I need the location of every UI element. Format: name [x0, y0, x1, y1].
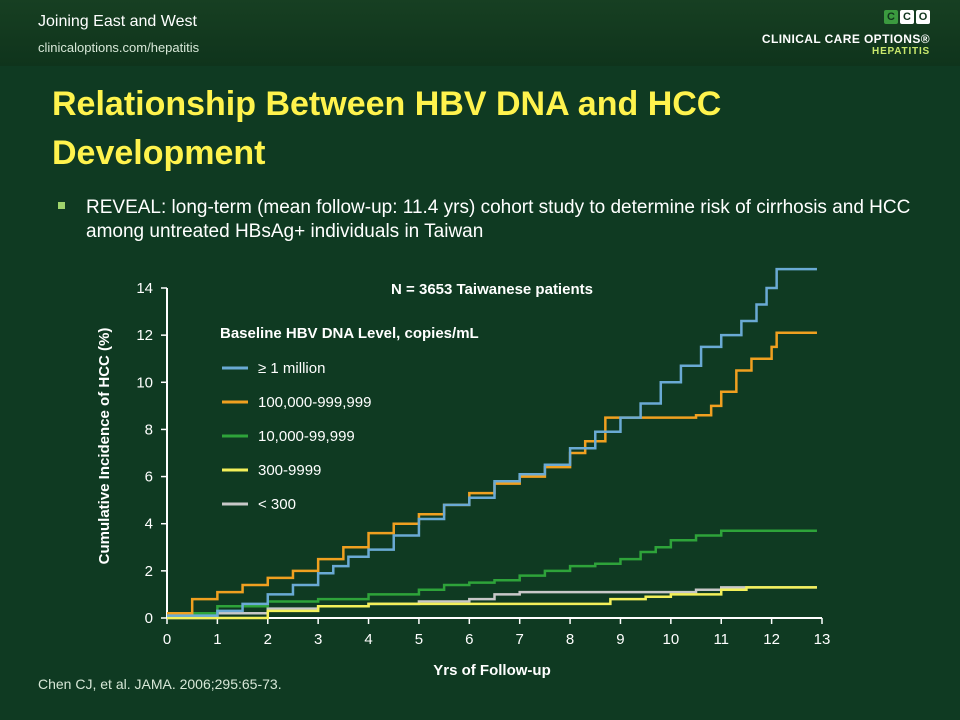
y-tick-label: 0	[145, 610, 153, 627]
citation: Chen CJ, et al. JAMA. 2006;295:65-73.	[38, 676, 282, 692]
x-tick-label: 8	[566, 631, 574, 648]
x-tick-label: 6	[465, 631, 473, 648]
logo-letter-2: C	[900, 10, 914, 24]
y-tick-label: 8	[145, 421, 153, 438]
brand-logo: C C O CLINICAL CARE OPTIONS® HEPATITIS	[760, 10, 930, 60]
x-tick-label: 11	[713, 631, 729, 648]
legend-label: ≥ 1 million	[258, 360, 325, 377]
x-tick-label: 0	[163, 631, 171, 648]
legend-label: 300-9999	[258, 462, 321, 479]
legend-label: < 300	[258, 496, 296, 513]
legend-label: 10,000-99,999	[258, 428, 355, 445]
slide-title: Relationship Between HBV DNA and HCC Dev…	[52, 85, 722, 172]
series-line	[167, 586, 817, 620]
y-tick-label: 2	[145, 563, 153, 580]
y-axis-title: Cumulative Incidence of HCC (%)	[96, 328, 113, 565]
y-tick-label: 12	[136, 327, 153, 344]
y-tick-label: 10	[136, 374, 153, 391]
x-tick-label: 12	[763, 631, 780, 648]
series-line	[167, 529, 817, 615]
y-tick-label: 4	[145, 516, 153, 533]
header-title: Joining East and West	[38, 13, 197, 30]
x-tick-label: 5	[415, 631, 423, 648]
bullet-text: REVEAL: long-term (mean follow-up: 11.4 …	[86, 197, 911, 242]
legend-label: 100,000-999,999	[258, 394, 371, 411]
header-url: clinicaloptions.com/hepatitis	[38, 40, 200, 55]
x-tick-label: 7	[516, 631, 524, 648]
x-tick-label: 9	[616, 631, 624, 648]
x-tick-label: 3	[314, 631, 322, 648]
bullet-square-icon	[58, 202, 65, 209]
x-tick-label: 4	[364, 631, 372, 648]
y-tick-label: 14	[136, 280, 153, 297]
y-tick-label: 6	[145, 469, 153, 486]
series-line	[167, 267, 817, 617]
legend-title: Baseline HBV DNA Level, copies/mL	[220, 325, 479, 342]
brand-name: CLINICAL CARE OPTIONS®	[761, 32, 930, 46]
chart-legend: ≥ 1 million 100,000-999,999 10,000-99,999 3…	[222, 360, 371, 513]
x-axis-title: Yrs of Follow-up	[433, 662, 551, 679]
x-tick-label: 10	[663, 631, 680, 648]
chart-series	[167, 267, 817, 620]
cco-logo-icon: C C O	[884, 10, 930, 24]
slide-header: Joining East and West clinicaloptions.co…	[0, 0, 960, 66]
x-tick-label: 2	[264, 631, 272, 648]
logo-letter-1: C	[884, 10, 898, 24]
x-tick-label: 1	[213, 631, 221, 648]
x-tick-label: 13	[814, 631, 831, 648]
brand-subtitle: HEPATITIS	[872, 46, 930, 57]
logo-letter-3: O	[916, 10, 930, 24]
series-line	[167, 586, 817, 620]
chart-title: N = 3653 Taiwanese patients	[391, 281, 593, 298]
